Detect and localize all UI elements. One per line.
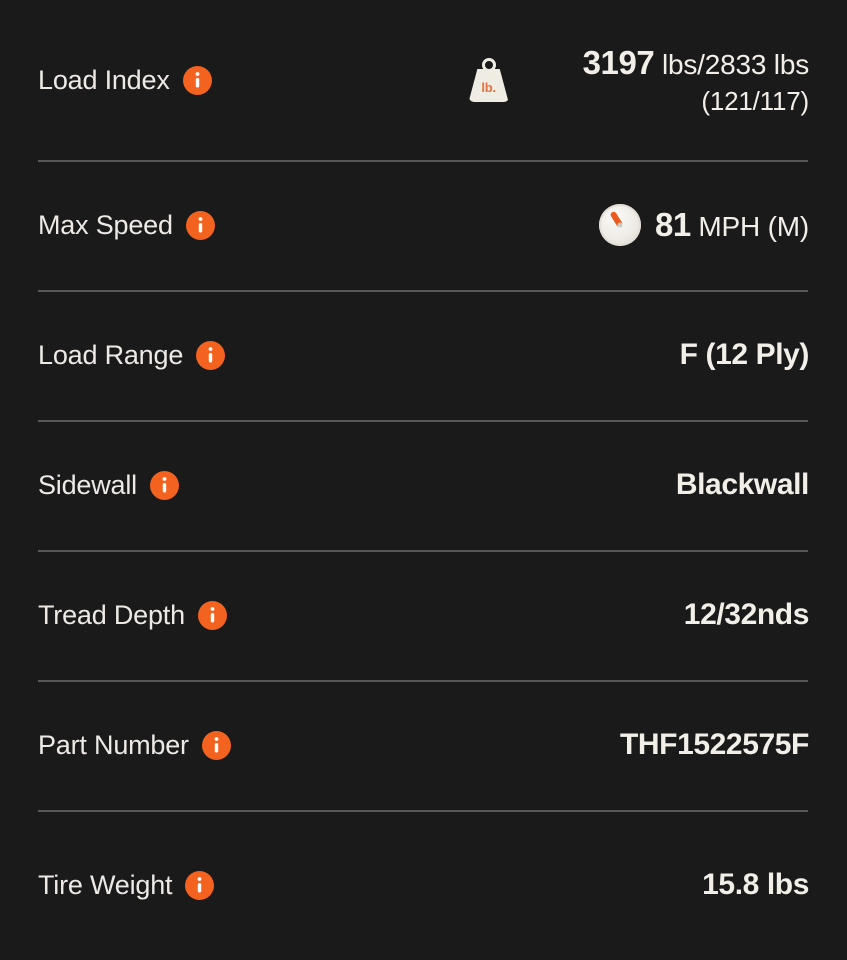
label-group: Part Number bbox=[38, 730, 231, 761]
info-icon[interactable] bbox=[196, 340, 226, 370]
label-group: Tread Depth bbox=[38, 600, 227, 631]
spec-label: Tire Weight bbox=[38, 869, 173, 900]
spec-value-number: 3197 bbox=[582, 44, 655, 82]
spec-row-part-number: Part Number THF1522575F bbox=[0, 680, 847, 810]
value-block: 3197 lbs/2833 lbs (121/117) bbox=[582, 42, 810, 118]
info-icon[interactable] bbox=[201, 730, 231, 760]
spec-value: THF1522575F bbox=[619, 727, 809, 761]
speedometer-icon bbox=[598, 203, 641, 246]
spec-value: 12/32nds bbox=[683, 597, 810, 631]
spec-value: Blackwall bbox=[675, 467, 810, 501]
spec-value-unit: MPH (M) bbox=[690, 210, 809, 242]
value-block: 12/32nds bbox=[683, 596, 810, 634]
spec-row-load-range: Load Range F (12 Ply) bbox=[0, 290, 847, 420]
value-group: Blackwall bbox=[179, 466, 810, 504]
value-group: 81 MPH (M) bbox=[215, 203, 809, 246]
value-block: 15.8 lbs bbox=[702, 866, 809, 904]
value-block: THF1522575F bbox=[620, 726, 809, 764]
spec-row-tire-weight: Tire Weight 15.8 lbs bbox=[0, 810, 847, 960]
spec-value: 3197 lbs/2833 lbs bbox=[582, 42, 810, 84]
weight-body: lb. bbox=[468, 69, 509, 102]
label-group: Tire Weight bbox=[38, 869, 215, 901]
value-block: F (12 Ply) bbox=[679, 336, 810, 374]
label-group: Load Range bbox=[38, 339, 226, 371]
spec-row-load-index: Load Index lb. 3197 lbs/2833 lbs (121/11… bbox=[0, 0, 847, 160]
value-block: 81 MPH (M) bbox=[655, 204, 809, 246]
spec-value-unit: lbs/2833 lbs bbox=[654, 49, 809, 81]
spec-value: 81 MPH (M) bbox=[655, 204, 809, 246]
label-group: Max Speed bbox=[38, 210, 215, 241]
spec-label: Load Range bbox=[38, 339, 184, 370]
label-group: Sidewall bbox=[38, 470, 179, 501]
value-group: F (12 Ply) bbox=[225, 336, 810, 374]
spec-value: 15.8 lbs bbox=[702, 867, 809, 901]
spec-row-sidewall: Sidewall Blackwall bbox=[0, 420, 847, 550]
value-group: 12/32nds bbox=[227, 596, 810, 634]
spec-value-number: 81 bbox=[654, 205, 691, 243]
weight-icon-label: lb. bbox=[481, 79, 496, 95]
value-block: Blackwall bbox=[675, 466, 810, 504]
info-icon[interactable] bbox=[185, 870, 215, 900]
spec-label: Tread Depth bbox=[38, 599, 185, 630]
value-group: 15.8 lbs bbox=[214, 866, 809, 904]
label-group: Load Index bbox=[38, 65, 212, 96]
spec-row-max-speed: Max Speed 81 MPH (M) bbox=[0, 160, 847, 290]
value-group: THF1522575F bbox=[231, 726, 809, 764]
spec-value-sub: (121/117) bbox=[701, 85, 809, 116]
value-group: lb. 3197 lbs/2833 lbs (121/117) bbox=[212, 42, 809, 118]
spec-row-tread-depth: Tread Depth 12/32nds bbox=[0, 550, 847, 680]
spec-label: Sidewall bbox=[38, 469, 137, 500]
info-icon[interactable] bbox=[185, 210, 215, 240]
info-icon[interactable] bbox=[197, 600, 227, 630]
weight-lb-icon: lb. bbox=[468, 58, 509, 102]
info-icon[interactable] bbox=[182, 65, 212, 95]
spec-label: Load Index bbox=[38, 64, 170, 95]
spec-label: Part Number bbox=[38, 729, 189, 760]
spec-label: Max Speed bbox=[38, 209, 173, 240]
spec-value: F (12 Ply) bbox=[679, 337, 810, 371]
info-icon[interactable] bbox=[149, 470, 179, 500]
speedometer-hub bbox=[617, 222, 623, 228]
